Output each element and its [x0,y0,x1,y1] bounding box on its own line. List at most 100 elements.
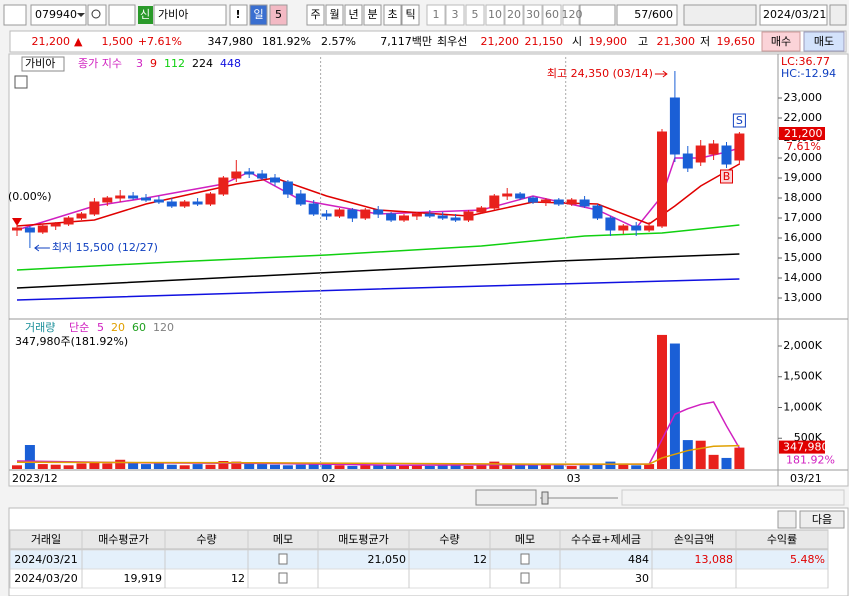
prev-next-button[interactable] [108,4,136,26]
candle-body [411,213,422,217]
change-rate: +7.61% [138,35,182,48]
volume-bar [734,447,745,469]
high: 21,300 [657,35,696,48]
legend-entry: 224 [192,57,213,70]
volume-bar [540,464,551,469]
sell: 매도 [814,35,834,48]
legend-entry: 112 [164,57,185,70]
dropdown-arrow [77,13,85,17]
candle-body [502,193,513,197]
grid-icon[interactable] [14,75,28,89]
candle-body [450,217,461,221]
memo-icon[interactable] [520,553,530,565]
volume: 347,980 [208,35,254,48]
period-button[interactable] [363,4,382,26]
code-input[interactable] [30,4,87,26]
y-tick-label: 22,000 [784,111,823,124]
candle-body [244,171,255,175]
scroll-controls [475,489,845,506]
candle-body [205,193,216,205]
volume-bar [76,463,87,469]
period-button[interactable] [383,4,402,26]
memo-icon[interactable] [278,553,288,565]
next-button[interactable] [799,510,845,529]
play-buttons[interactable] [475,489,537,506]
interval-button[interactable] [523,4,543,26]
table-header: 수수료+제세금 [571,533,641,546]
interval-button[interactable] [504,4,524,26]
chart-frame [8,53,849,487]
period-button[interactable] [401,4,420,26]
table-cell: 2024/03/20 [14,572,77,585]
menu-icon[interactable] [3,4,27,26]
ma-line [16,253,740,289]
memo-icon[interactable] [520,572,530,584]
candle-body [347,209,358,219]
volume-bar [553,465,564,469]
slider-thumb[interactable] [541,491,549,505]
volume-bar [153,463,164,469]
candle-body [566,199,577,205]
buy-button[interactable] [761,31,801,52]
period: 주 [310,8,320,21]
ma-type: 단순 [69,321,89,334]
alert-button[interactable] [229,4,248,26]
name-input[interactable] [153,4,227,26]
sell-button[interactable] [803,31,845,52]
low: 19,650 [717,35,756,48]
period-button[interactable] [325,4,344,26]
interval-button[interactable] [485,4,505,26]
memo-icon[interactable] [278,572,288,584]
buy-marker: B [723,170,731,183]
period-button[interactable] [344,4,363,26]
interval-button[interactable] [562,4,580,26]
tool-strip[interactable] [621,489,845,506]
table-cell: 12 [473,553,487,566]
volume-bar [50,464,61,469]
period-button[interactable] [269,4,288,26]
buy: 매수 [771,35,791,48]
legend-entry: 9 [150,57,157,70]
candle-body [24,227,35,233]
volume-bar [450,464,461,469]
candle-body [63,217,74,225]
arrow: ▲ [74,35,83,48]
interval: 20 [507,8,521,21]
period-button[interactable] [306,4,325,26]
start-marker [12,218,22,226]
candle-body [540,199,551,203]
quote-row: 21,200 ▲ 1,500 +7.61% 347,980 181.92% 2.… [9,30,847,53]
x-tick-label: 2023/12 [12,472,58,485]
search-button[interactable] [87,4,107,26]
candle-body [115,195,126,199]
tool-icons[interactable] [683,4,757,26]
high-arrow [654,70,668,78]
table-cell: 12 [231,572,245,585]
interval-button[interactable] [445,4,465,26]
y-tick-label: 15,000 [784,251,823,264]
title-box [21,56,65,72]
candle-body [695,145,706,163]
table-header: 메모 [273,533,293,546]
volume-bar [631,465,642,469]
interval-button[interactable] [542,4,562,26]
interval-button[interactable] [465,4,485,26]
period-button[interactable] [249,4,268,26]
volume-bar [128,462,139,469]
search-icon [91,9,101,19]
period: 분 [367,8,377,21]
candle-body [89,201,100,215]
best-label: 최우선 [437,35,467,48]
interval-button[interactable] [426,4,446,26]
low-label: 저 [700,35,710,48]
candle-body [437,215,448,219]
blank-input[interactable] [579,4,616,26]
candle-body [708,143,719,155]
calendar-button[interactable] [829,4,847,26]
settings-button[interactable] [777,510,797,529]
candle-body [166,201,177,207]
candle-body [218,177,229,195]
volume-bar [592,464,603,469]
candle-body [76,213,87,219]
date-input[interactable] [759,4,828,26]
